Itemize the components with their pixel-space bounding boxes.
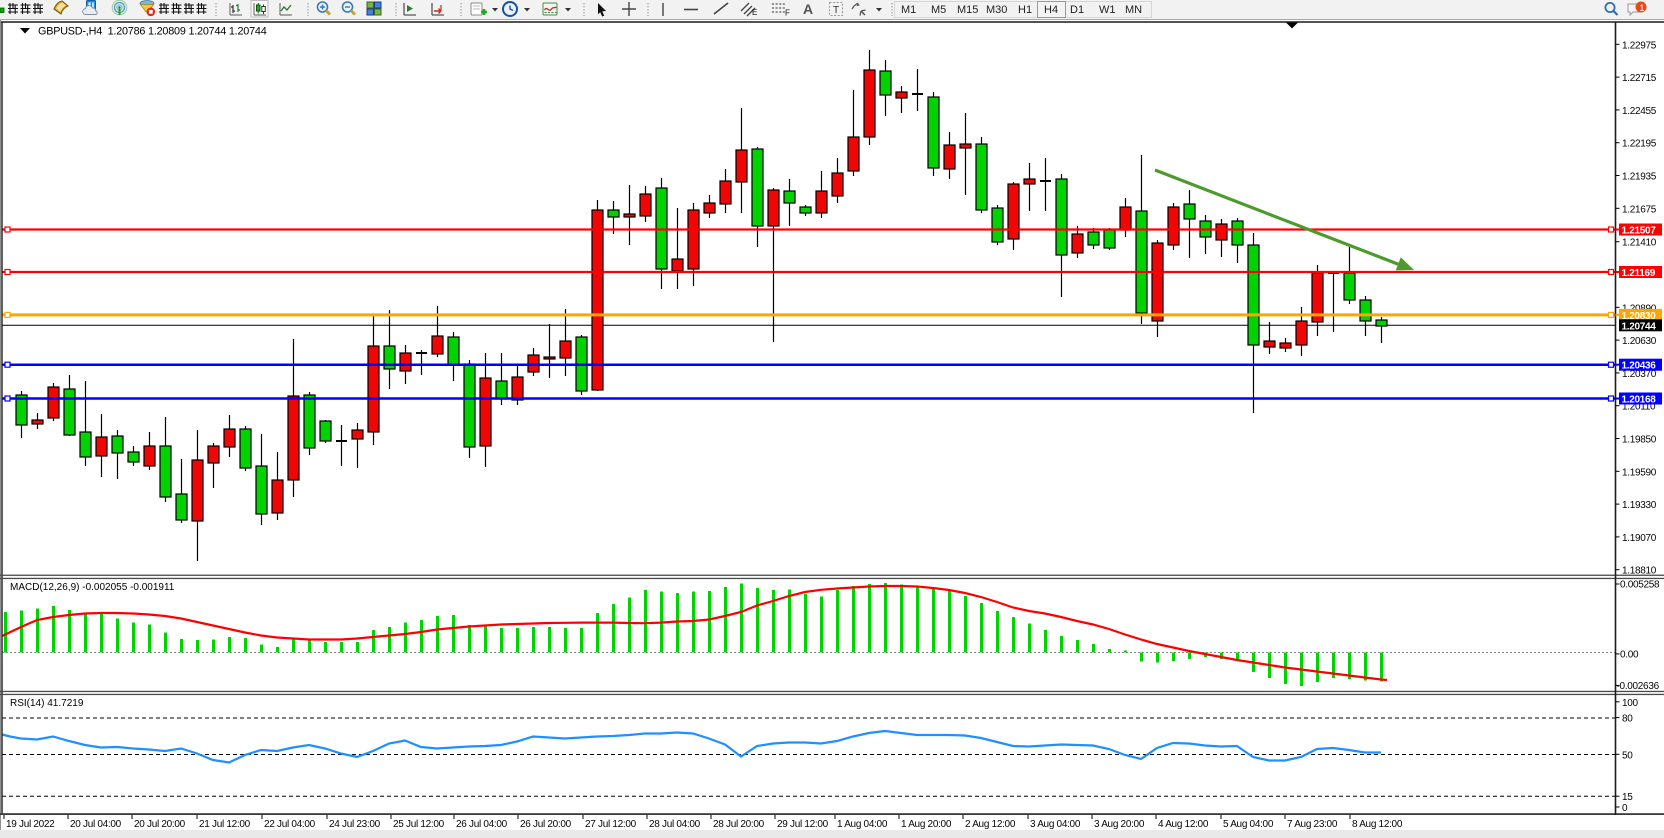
svg-text:5 Aug 04:00: 5 Aug 04:00 — [1223, 819, 1274, 830]
svg-text:T: T — [833, 5, 839, 16]
svg-text:2 Aug 12:00: 2 Aug 12:00 — [965, 819, 1016, 830]
svg-text:GBPUSD-,H4 1.20786 1.20809 1.: GBPUSD-,H4 1.20786 1.20809 1.20744 1.207… — [38, 26, 267, 38]
svg-text:M1: M1 — [901, 4, 916, 16]
svg-text:MACD(12,26,9) -0.002055 -0.001: MACD(12,26,9) -0.002055 -0.001911 — [10, 582, 175, 593]
svg-text:3 Aug 20:00: 3 Aug 20:00 — [1094, 819, 1145, 830]
svg-text:1.20436: 1.20436 — [1622, 361, 1657, 372]
svg-text:27 Jul 12:00: 27 Jul 12:00 — [585, 819, 637, 830]
svg-text:1.20744: 1.20744 — [1622, 321, 1657, 332]
svg-text:1.22455: 1.22455 — [1622, 106, 1657, 117]
svg-text:1.21410: 1.21410 — [1622, 238, 1657, 249]
svg-text:E: E — [752, 8, 757, 17]
svg-text:W1: W1 — [1099, 4, 1116, 16]
svg-text:MN: MN — [1125, 4, 1142, 16]
svg-text:29 Jul 12:00: 29 Jul 12:00 — [777, 819, 829, 830]
svg-text:M5: M5 — [931, 4, 946, 16]
svg-text:4 Aug 12:00: 4 Aug 12:00 — [1158, 819, 1209, 830]
svg-text:1.20630: 1.20630 — [1622, 336, 1657, 347]
svg-text:F: F — [785, 9, 790, 18]
svg-text:1.21507: 1.21507 — [1622, 226, 1657, 237]
svg-text:1.20830: 1.20830 — [1622, 311, 1657, 322]
svg-text:26 Jul 20:00: 26 Jul 20:00 — [520, 819, 572, 830]
svg-text:M30: M30 — [986, 4, 1007, 16]
svg-text:RSI(14) 41.7219: RSI(14) 41.7219 — [10, 698, 84, 709]
svg-text:24 Jul 23:00: 24 Jul 23:00 — [329, 819, 381, 830]
svg-text:1.20110: 1.20110 — [1622, 402, 1656, 413]
svg-text:D1: D1 — [1070, 4, 1084, 16]
svg-text:1.20370: 1.20370 — [1622, 369, 1657, 380]
svg-text:100: 100 — [1622, 698, 1639, 709]
svg-text:1.19850: 1.19850 — [1622, 435, 1657, 446]
svg-text:1: 1 — [1639, 3, 1644, 14]
svg-text:M15: M15 — [957, 4, 978, 16]
svg-text:26 Jul 04:00: 26 Jul 04:00 — [456, 819, 508, 830]
svg-text:22 Jul 04:00: 22 Jul 04:00 — [264, 819, 316, 830]
svg-text:0.005258: 0.005258 — [1620, 580, 1660, 591]
svg-text:20 Jul 04:00: 20 Jul 04:00 — [70, 819, 122, 830]
svg-text:0.00: 0.00 — [1620, 649, 1639, 660]
svg-text:21 Jul 12:00: 21 Jul 12:00 — [199, 819, 251, 830]
svg-text:1.21169: 1.21169 — [1622, 268, 1656, 279]
svg-text:1.19330: 1.19330 — [1622, 500, 1657, 511]
svg-text:1.20890: 1.20890 — [1622, 303, 1657, 314]
svg-text:1.21935: 1.21935 — [1622, 172, 1657, 183]
svg-text:1.21675: 1.21675 — [1622, 204, 1657, 215]
svg-text:20 Jul 20:00: 20 Jul 20:00 — [134, 819, 186, 830]
svg-text:1.19070: 1.19070 — [1622, 533, 1657, 544]
svg-text:H4: H4 — [1044, 4, 1058, 16]
svg-text:-0.002636: -0.002636 — [1617, 681, 1660, 692]
svg-text:1.20168: 1.20168 — [1622, 395, 1657, 406]
svg-text:0: 0 — [1622, 803, 1628, 814]
svg-text:1.19590: 1.19590 — [1622, 467, 1657, 478]
svg-text:8 Aug 12:00: 8 Aug 12:00 — [1352, 819, 1403, 830]
svg-text:1.18810: 1.18810 — [1622, 566, 1657, 577]
svg-text:19 Jul 2022: 19 Jul 2022 — [6, 819, 55, 830]
svg-text:H1: H1 — [1018, 4, 1032, 16]
svg-text:A: A — [803, 1, 813, 17]
svg-text:7 Aug 23:00: 7 Aug 23:00 — [1287, 819, 1338, 830]
svg-text:80: 80 — [1622, 714, 1633, 725]
svg-text:1 Aug 04:00: 1 Aug 04:00 — [837, 819, 888, 830]
svg-text:50: 50 — [1622, 750, 1633, 761]
svg-text:1.22195: 1.22195 — [1622, 139, 1657, 150]
svg-text:1.22975: 1.22975 — [1622, 40, 1657, 51]
svg-text:1.22715: 1.22715 — [1622, 73, 1657, 84]
svg-text:15: 15 — [1622, 792, 1633, 803]
svg-text:3 Aug 04:00: 3 Aug 04:00 — [1030, 819, 1081, 830]
svg-text:28 Jul 04:00: 28 Jul 04:00 — [649, 819, 701, 830]
svg-text:1 Aug 20:00: 1 Aug 20:00 — [901, 819, 952, 830]
svg-text:28 Jul 20:00: 28 Jul 20:00 — [713, 819, 765, 830]
svg-text:25 Jul 12:00: 25 Jul 12:00 — [393, 819, 445, 830]
